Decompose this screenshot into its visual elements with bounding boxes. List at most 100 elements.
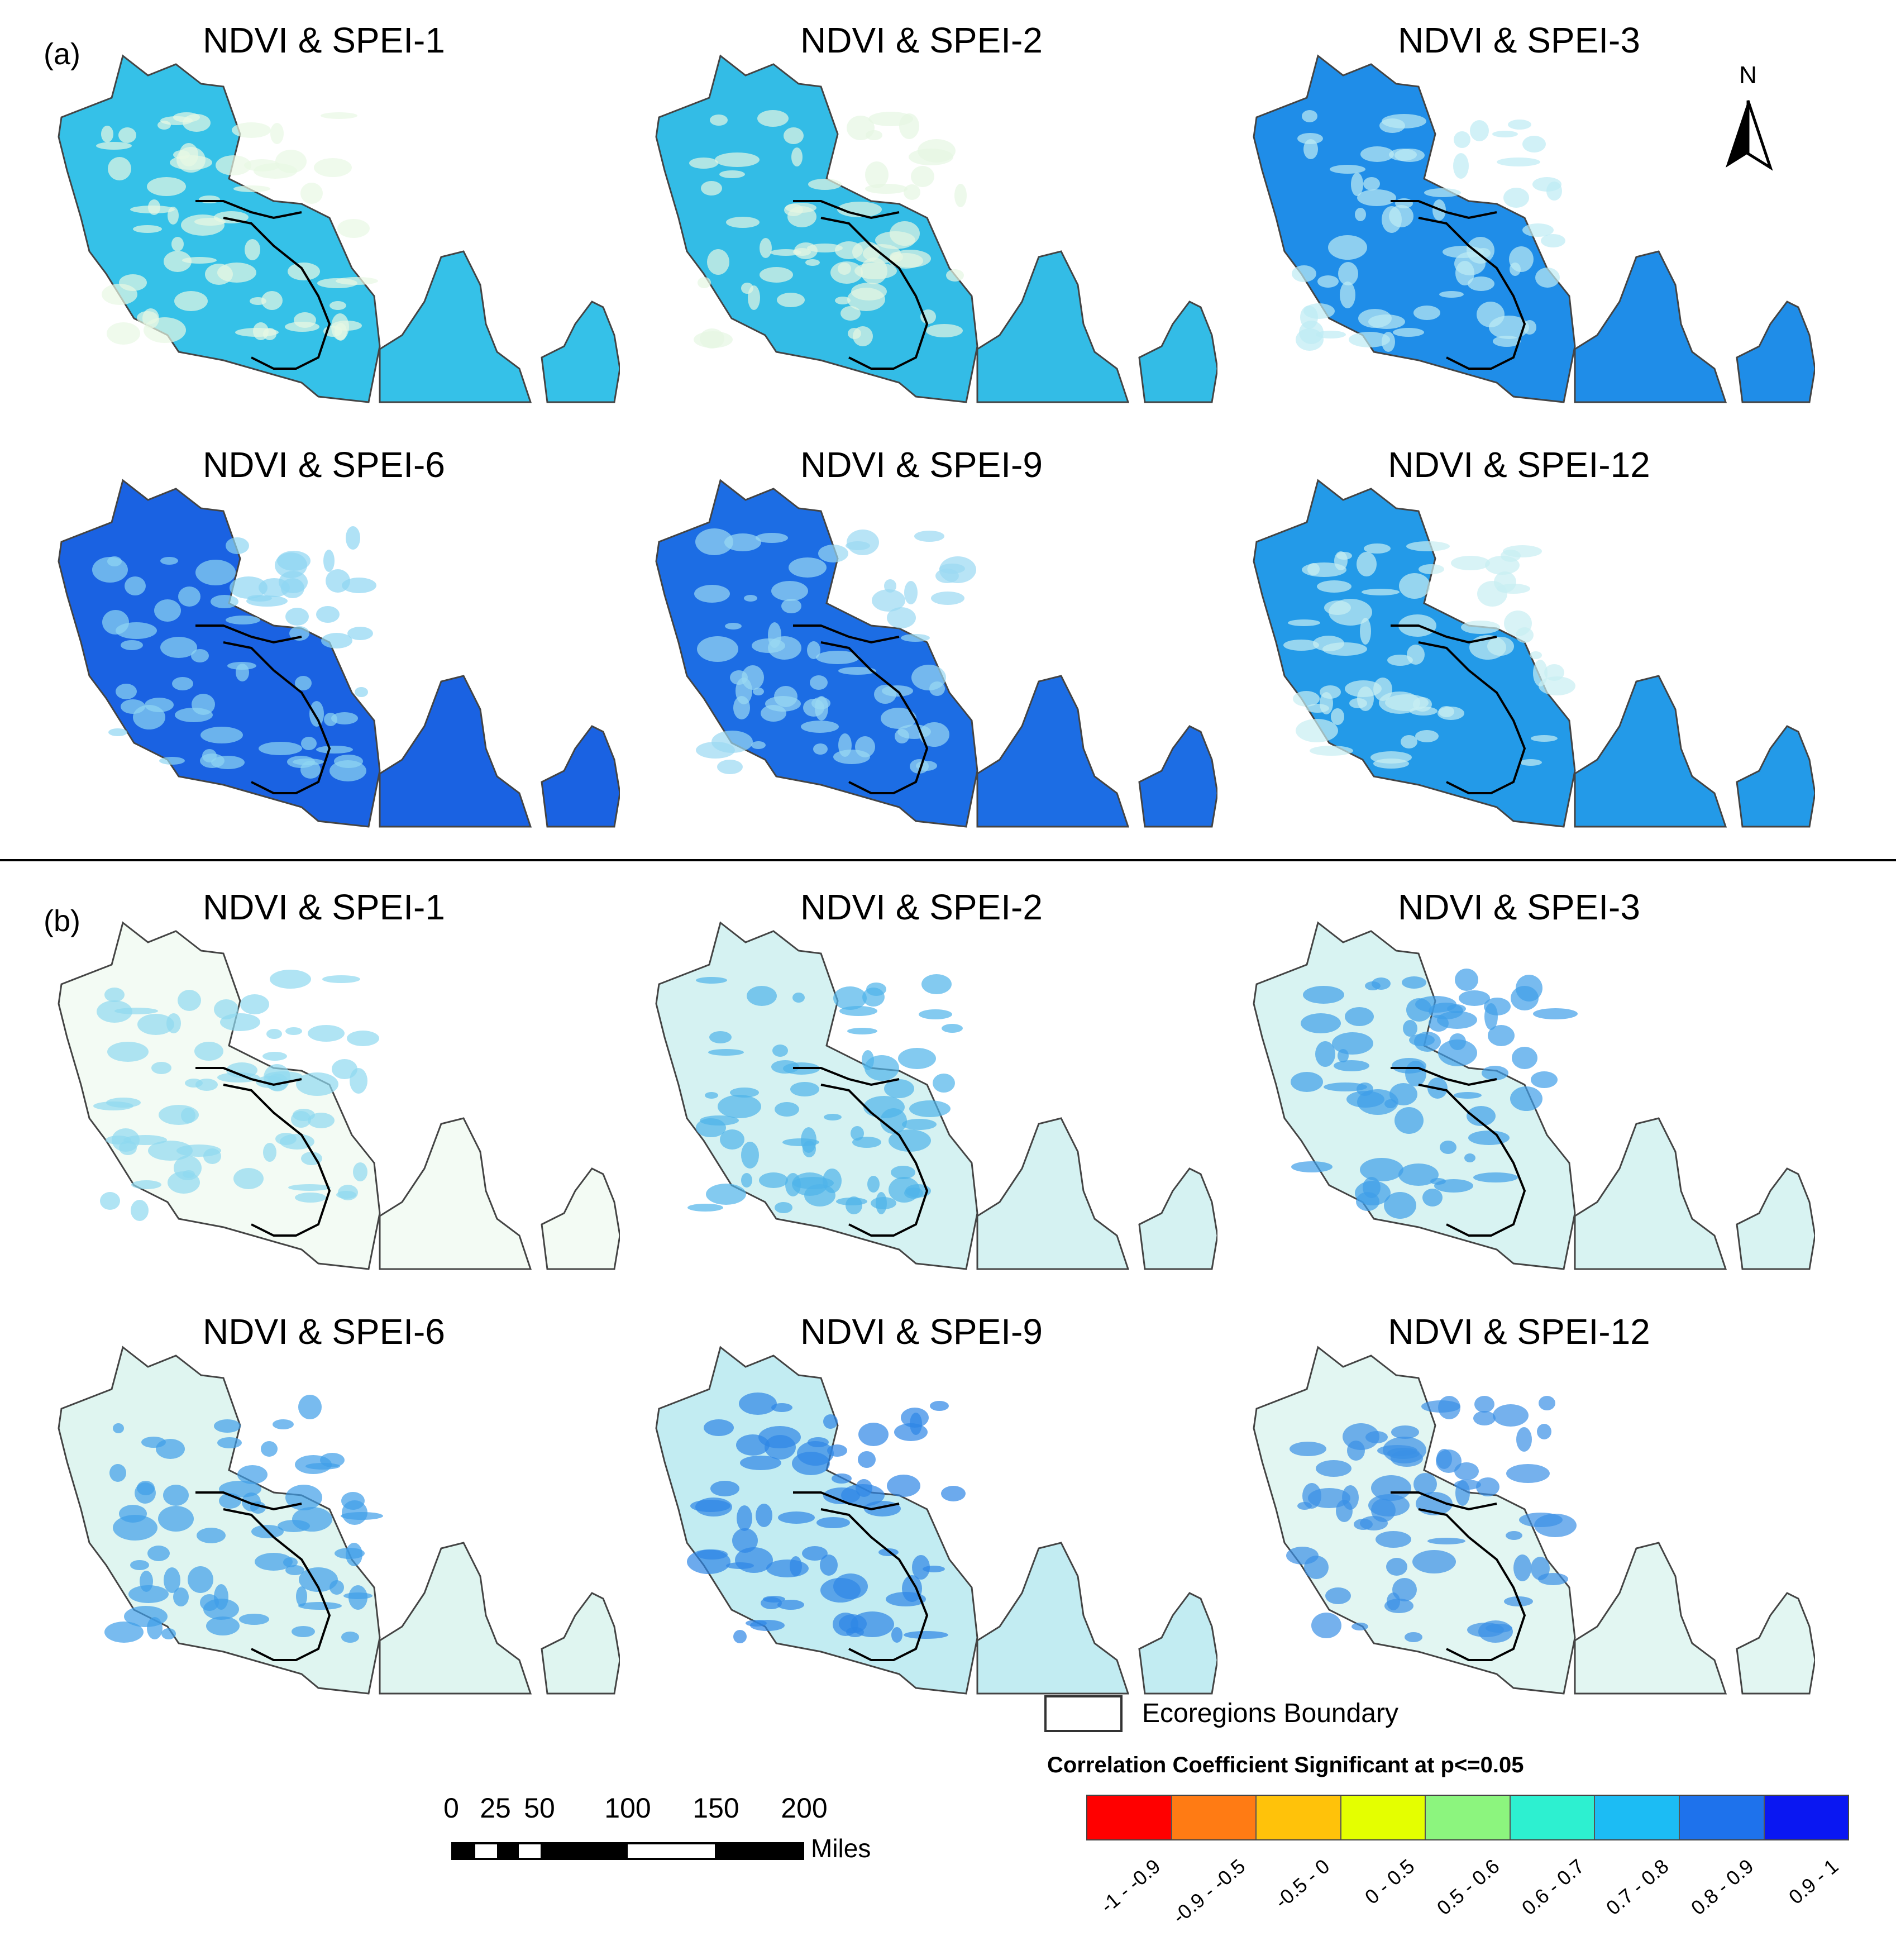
raster-speckle — [300, 183, 323, 204]
ecoregion-boundary-line — [1418, 1508, 1526, 1661]
raster-speckle — [1413, 1473, 1437, 1495]
raster-speckle — [280, 1134, 314, 1150]
raster-speckle — [1384, 1099, 1397, 1108]
raster-speckle — [887, 607, 916, 628]
raster-speckle — [240, 994, 269, 1014]
raster-speckle — [262, 1052, 287, 1061]
raster-speckle — [1373, 759, 1409, 769]
raster-speckle — [823, 1414, 838, 1429]
raster-speckle — [1539, 1396, 1555, 1410]
raster-speckle — [1531, 735, 1558, 742]
raster-speckle — [852, 1137, 881, 1148]
raster-speckle — [255, 1553, 293, 1571]
raster-speckle — [865, 1055, 899, 1081]
raster-speckle — [331, 313, 349, 340]
raster-speckle — [163, 1485, 189, 1506]
raster-speckle — [1512, 1047, 1537, 1069]
north-arrow: N — [1714, 61, 1782, 173]
raster-speckle — [790, 1082, 819, 1096]
raster-speckle — [1302, 110, 1317, 122]
raster-speckle — [813, 743, 828, 755]
raster-speckle — [107, 1042, 149, 1062]
raster-speckle — [216, 155, 251, 175]
map-panel: NDVI & SPEI-3 — [1223, 22, 1815, 413]
raster-speckle — [921, 974, 952, 994]
ecoregion-far-east — [541, 1167, 620, 1270]
raster-speckle — [840, 306, 861, 321]
raster-speckle — [807, 244, 843, 252]
scale-bar-segment — [453, 1844, 475, 1858]
raster-speckle — [832, 1473, 852, 1484]
raster-speckle — [329, 760, 366, 781]
legend-class-label: 0.7 - 0.8 — [1602, 1854, 1673, 1920]
raster-speckle — [164, 1567, 180, 1593]
legend-title: Correlation Coefficient Significant at p… — [1047, 1753, 1524, 1777]
legend-class-label: 0.5 - 0.6 — [1432, 1854, 1504, 1920]
raster-speckle — [1384, 1192, 1416, 1219]
raster-speckle — [789, 557, 827, 578]
ecoregion-boundary-line — [195, 1491, 302, 1511]
ecoregion-main — [655, 921, 978, 1270]
raster-speckle — [719, 170, 745, 178]
raster-speckle — [1503, 188, 1529, 208]
raster-speckle — [1325, 1587, 1351, 1604]
raster-speckle — [270, 123, 284, 144]
raster-speckle — [1303, 986, 1344, 1004]
ecoregion-east — [379, 250, 532, 403]
raster-speckle — [206, 1616, 240, 1635]
raster-speckle — [137, 311, 158, 325]
raster-speckle — [263, 1143, 276, 1162]
ecoregion-far-east — [1736, 1592, 1815, 1695]
raster-speckle — [183, 114, 211, 132]
raster-speckle — [1311, 1613, 1341, 1638]
raster-speckle — [353, 1162, 367, 1181]
ecoregion-far-east — [1736, 301, 1815, 403]
raster-speckle — [939, 564, 965, 574]
raster-speckle — [108, 728, 127, 736]
raster-speckle — [774, 686, 797, 707]
raster-speckle — [759, 1172, 788, 1188]
north-arrow-icon — [1726, 100, 1773, 171]
raster-speckle — [914, 531, 944, 542]
raster-speckle — [1283, 640, 1319, 651]
raster-speckle — [761, 705, 786, 722]
raster-speckle — [701, 181, 722, 195]
raster-speckle — [1439, 706, 1454, 717]
raster-speckle — [178, 586, 200, 607]
raster-speckle — [1454, 252, 1486, 275]
raster-speckle — [824, 1114, 842, 1120]
raster-speckle — [323, 550, 335, 572]
ecoregion-boundary-line — [1418, 1084, 1526, 1237]
ecoregion-east — [976, 1542, 1130, 1695]
ecoregion-boundary-line — [793, 200, 900, 220]
raster-speckle — [316, 746, 353, 754]
raster-speckle — [689, 158, 718, 169]
raster-speckle — [264, 1064, 290, 1091]
raster-speckle — [102, 610, 129, 635]
map-panel-title: NDVI & SPEI-3 — [1398, 887, 1640, 927]
legend-swatch — [1426, 1796, 1511, 1839]
raster-speckle — [887, 1475, 920, 1497]
raster-speckle — [346, 1543, 362, 1566]
raster-speckle — [1421, 1400, 1460, 1413]
raster-speckle — [227, 662, 256, 670]
raster-speckle — [725, 623, 742, 630]
raster-speckle — [173, 1587, 189, 1606]
legend-class-label: -0.5 - 0 — [1271, 1854, 1334, 1913]
raster-speckle — [113, 1423, 124, 1433]
raster-speckle — [1531, 1071, 1558, 1088]
raster-speckle — [801, 721, 839, 733]
legend-class-label: 0.8 - 0.9 — [1687, 1854, 1758, 1920]
raster-speckle — [919, 722, 949, 747]
map-panel: NDVI & SPEI-9 — [625, 447, 1217, 838]
raster-speckle — [1373, 678, 1392, 701]
raster-speckle — [1439, 291, 1464, 298]
raster-speckle — [1304, 1556, 1329, 1579]
raster-speckle — [756, 533, 788, 543]
map-panel-title: NDVI & SPEI-2 — [800, 887, 1043, 927]
scale-bar-tick: 25 — [480, 1792, 511, 1824]
raster-speckle — [766, 1560, 809, 1577]
raster-speckle — [158, 1506, 194, 1532]
raster-speckle — [1461, 621, 1500, 634]
raster-speckle — [1322, 642, 1367, 656]
